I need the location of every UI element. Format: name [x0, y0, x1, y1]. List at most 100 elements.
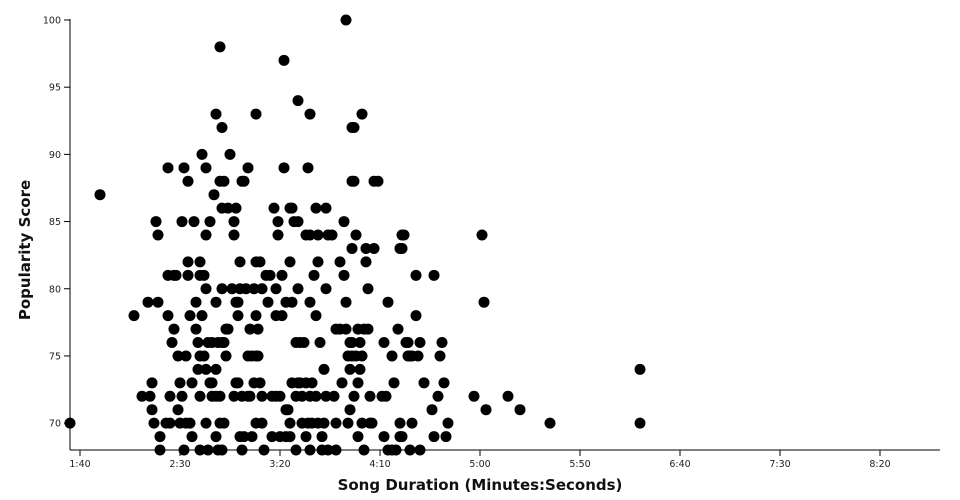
data-point [248, 283, 260, 295]
data-point [162, 162, 174, 174]
data-point [210, 108, 222, 120]
data-point [268, 202, 280, 214]
data-point [128, 310, 140, 322]
data-point [184, 310, 196, 322]
data-point [302, 162, 314, 174]
data-point [320, 283, 332, 295]
data-point [250, 310, 262, 322]
data-point [350, 229, 362, 241]
data-point [190, 323, 202, 335]
data-point [390, 444, 402, 456]
x-tick-label: 5:50 [569, 459, 590, 470]
data-point [344, 404, 356, 416]
data-point [442, 417, 454, 429]
x-tick-label: 3:20 [269, 459, 290, 470]
data-point [216, 122, 228, 133]
data-point [244, 323, 256, 335]
data-point [244, 390, 256, 402]
data-point [356, 417, 368, 429]
y-tick-label: 100 [43, 16, 61, 27]
x-tick-label: 8:20 [869, 459, 890, 470]
data-point [274, 390, 286, 402]
x-tick-label: 5:00 [469, 459, 490, 470]
data-point [336, 377, 348, 389]
data-point [378, 337, 390, 348]
x-axis: 1:40 2:30 3:20 4:10 5:00 5:50 6:40 7:30 8:20 [69, 449, 940, 470]
data-point [392, 323, 404, 335]
data-point [164, 417, 176, 429]
data-point [354, 337, 366, 348]
data-point [432, 390, 444, 402]
data-point [164, 390, 176, 402]
data-point [480, 404, 492, 416]
data-point [186, 377, 198, 389]
data-point [178, 444, 190, 456]
data-point [404, 444, 416, 456]
data-point [634, 363, 646, 375]
data-point [476, 229, 488, 241]
data-point [308, 269, 320, 281]
data-point [292, 283, 304, 295]
data-point [200, 229, 212, 241]
data-point [396, 431, 408, 443]
data-point [340, 14, 352, 26]
data-point [354, 363, 366, 375]
data-point [340, 296, 352, 308]
data-point [256, 390, 268, 402]
data-point [238, 175, 250, 187]
data-point [502, 390, 514, 402]
data-point [398, 229, 410, 241]
data-point [200, 162, 212, 174]
data-point [266, 431, 278, 443]
data-point [186, 431, 198, 443]
data-point [176, 390, 188, 402]
data-point [238, 431, 250, 443]
data-point [402, 337, 414, 348]
data-point [182, 256, 194, 268]
data-point [338, 216, 350, 228]
data-point [310, 310, 322, 322]
data-point [148, 417, 160, 429]
data-point [228, 390, 240, 402]
data-point [314, 337, 326, 348]
data-point [252, 323, 264, 335]
data-point [292, 95, 304, 107]
data-point [200, 417, 212, 429]
data-point [194, 256, 206, 268]
data-point [200, 363, 212, 375]
data-point [436, 337, 448, 348]
data-point [286, 202, 298, 214]
data-point [318, 417, 330, 429]
x-tick-label: 2:30 [169, 459, 190, 470]
data-point [316, 431, 328, 443]
data-point [284, 417, 296, 429]
data-point [216, 444, 228, 456]
data-point [282, 404, 294, 416]
data-point [276, 269, 288, 281]
data-point [152, 296, 164, 308]
data-point [210, 296, 222, 308]
data-point [264, 269, 276, 281]
data-point [218, 175, 230, 187]
data-point [272, 229, 284, 241]
data-point [214, 41, 226, 53]
data-point [272, 216, 284, 228]
data-point [366, 417, 378, 429]
data-point [378, 431, 390, 443]
data-point [348, 390, 360, 402]
data-point [168, 323, 180, 335]
data-point [220, 350, 232, 362]
data-point [94, 189, 106, 201]
data-point [304, 444, 316, 456]
data-point [396, 242, 408, 254]
data-point [136, 390, 148, 402]
x-tick-label: 4:10 [369, 459, 390, 470]
data-point [326, 229, 338, 241]
y-tick-label: 90 [49, 150, 61, 161]
data-point [218, 337, 230, 348]
data-point [310, 390, 322, 402]
data-point [256, 283, 268, 295]
data-point [352, 431, 364, 443]
data-point [360, 242, 372, 254]
data-point [188, 216, 200, 228]
